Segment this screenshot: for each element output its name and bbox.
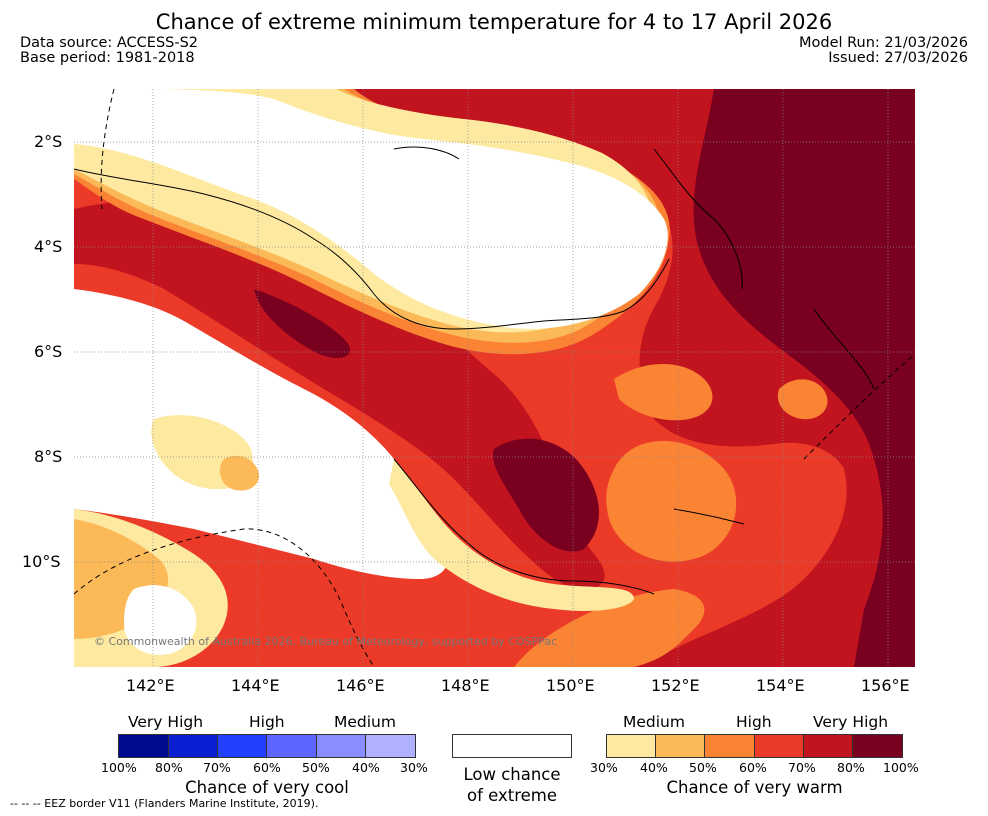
lon-tick-154e: 154°E	[756, 676, 805, 695]
cool-swatch-70-80	[169, 735, 218, 757]
cool-tick-30: 30%	[400, 760, 428, 775]
coastline-main	[74, 168, 670, 595]
cool-header-high: High	[249, 713, 285, 731]
graticule	[74, 89, 915, 667]
low-chance-swatch	[452, 734, 572, 758]
lon-tick-152e: 152°E	[651, 676, 700, 695]
lon-tick-148e: 148°E	[441, 676, 490, 695]
warm-tick-60: 60%	[739, 760, 767, 775]
cool-tick-80: 80%	[155, 760, 183, 775]
low-chance-sw-land	[124, 585, 197, 655]
cool-caption: Chance of very cool	[185, 778, 349, 797]
warm-swatch-40-50	[656, 735, 705, 757]
low-chance-line-2: of extreme	[466, 786, 558, 805]
warm-tick-30: 30%	[590, 760, 618, 775]
coastline-islands	[393, 146, 875, 525]
copyright-text: © Commonwealth of Australia 2026, Bureau…	[94, 635, 557, 648]
warm-swatch-50-60	[705, 735, 755, 757]
warm-swatch-30-40	[607, 735, 656, 757]
warm-header-medium: Medium	[623, 713, 685, 731]
warm-80-100-blob-2	[493, 438, 599, 552]
low-chance-line-1: Low chance	[463, 765, 561, 784]
warm-70-80-north-blob	[74, 197, 605, 590]
cool-swatch-80-100	[119, 735, 169, 757]
cool-swatch-60-70	[218, 735, 267, 757]
warm-swatch-80-100	[853, 735, 902, 757]
warm-50-60-patch	[614, 364, 713, 421]
lon-tick-156e: 156°E	[861, 676, 910, 695]
warm-tick-50: 50%	[689, 760, 717, 775]
cool-header-very-high: Very High	[128, 713, 204, 731]
lon-tick-150e: 150°E	[546, 676, 595, 695]
cool-colorbar	[118, 734, 416, 758]
warm-header-very-high: Very High	[813, 713, 889, 731]
meta-left: Data source: ACCESS-S2 Base period: 1981…	[20, 36, 198, 66]
meta-right: Model Run: 21/03/2026 Issued: 27/03/2026	[799, 36, 968, 66]
data-source: Data source: ACCESS-S2	[20, 35, 199, 51]
lat-tick-8s: 8°S	[34, 447, 63, 466]
low-chance-west	[74, 289, 448, 579]
warm-tick-70: 70%	[788, 760, 816, 775]
cool-tick-40: 40%	[352, 760, 380, 775]
cool-swatch-40-50	[317, 735, 366, 757]
cool-header-medium: Medium	[334, 713, 396, 731]
lon-tick-144e: 144°E	[231, 676, 280, 695]
warm-50-60-patch-2	[606, 440, 737, 562]
warm-50-60-south	[514, 589, 705, 667]
low-chance-caption: Low chance of extreme	[432, 764, 592, 806]
lat-tick-6s: 6°S	[34, 342, 63, 361]
cool-tick-70: 70%	[203, 760, 231, 775]
warm-caption: Chance of very warm	[666, 778, 843, 797]
cool-tick-60: 60%	[253, 760, 281, 775]
warm-30-40-coast	[389, 459, 634, 611]
lat-tick-10s: 10°S	[22, 552, 61, 571]
model-run: Model Run: 21/03/2026	[798, 35, 968, 51]
warm-swatch-70-80	[804, 735, 853, 757]
warm-colorbar	[606, 734, 903, 758]
cool-swatch-30-40	[366, 735, 415, 757]
probability-map: © Commonwealth of Australia 2026, Bureau…	[74, 89, 915, 667]
map-title: Chance of extreme minimum temperature fo…	[155, 10, 833, 34]
warm-80-100-blob	[254, 289, 350, 359]
lat-tick-2s: 2°S	[34, 132, 63, 151]
low-chance-area	[74, 89, 668, 329]
eez-footnote: -- -- -- EEZ border V11 (Flanders Marine…	[10, 797, 319, 810]
lat-tick-4s: 4°S	[34, 237, 63, 256]
cool-tick-100: 100%	[101, 760, 137, 775]
cool-tick-50: 50%	[302, 760, 330, 775]
issued-date: Issued: 27/03/2026	[828, 50, 968, 66]
cool-swatch-50-60	[267, 735, 317, 757]
warm-header-high: High	[736, 713, 772, 731]
warm-40-50-west	[219, 455, 260, 491]
base-period: Base period: 1981-2018	[20, 50, 195, 66]
warm-swatch-60-70	[755, 735, 804, 757]
eez-border	[74, 89, 915, 667]
warm-50-60-patch-3	[777, 379, 828, 420]
warm-tick-100: 100%	[883, 760, 919, 775]
warm-tick-80: 80%	[837, 760, 865, 775]
warm-tick-40: 40%	[640, 760, 668, 775]
lon-tick-146e: 146°E	[336, 676, 385, 695]
lon-tick-142e: 142°E	[126, 676, 175, 695]
